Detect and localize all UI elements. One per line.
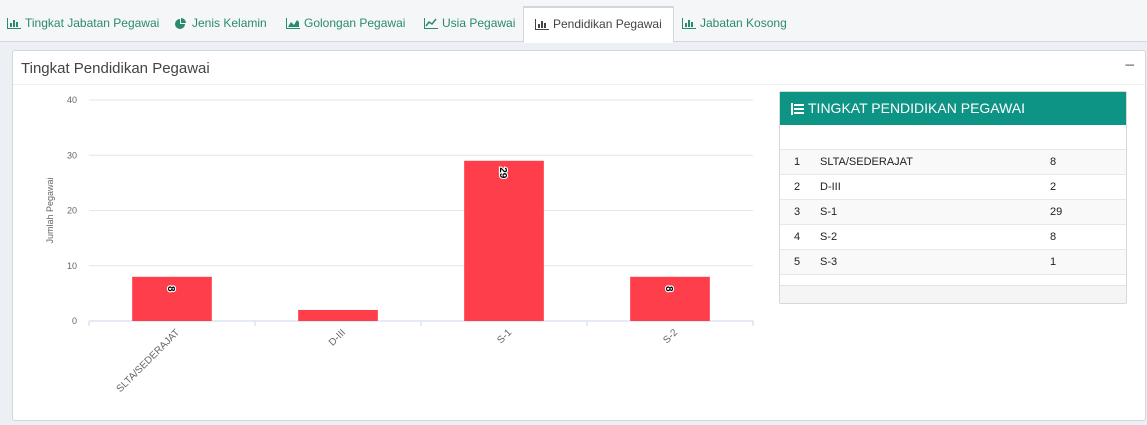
bar-chart-icon [7,18,21,30]
tab-pendidikan-pegawai[interactable]: Pendidikan Pegawai [523,6,674,43]
tab-tingkat-jabatan-pegawai[interactable]: Tingkat Jabatan Pegawai [7,7,159,40]
area-chart-icon [286,18,300,30]
tab-label: Golongan Pegawai [304,16,406,30]
table-footer [780,285,1126,303]
list-icon [791,103,804,116]
pie-chart-icon [175,18,186,30]
tab-usia-pegawai[interactable]: Usia Pegawai [424,7,515,40]
y-axis-label: Jumlah Pegawai [45,177,55,243]
panel-divider [13,84,1145,85]
table-cell-no: 1 [794,156,801,168]
table-header: TINGKAT PENDIDIKAN PEGAWAI [780,92,1126,125]
tab-jabatan-kosong[interactable]: Jabatan Kosong [682,7,787,40]
bar-chart-icon [682,18,696,30]
tab-label: Usia Pegawai [442,16,516,30]
table-row: 4 S-2 8 [780,224,1126,250]
table-cell-count: 29 [1050,206,1063,218]
y-tick-label: 20 [67,206,77,216]
y-tick-label: 10 [67,261,77,271]
table-cell-no: 2 [794,181,801,193]
x-tick-label: SLTA/SEDERAJAT [115,327,183,395]
table-cell-no: 5 [794,256,801,268]
data-label: 8 [165,286,176,292]
tab-label: Jenis Kelamin [192,16,267,30]
tab-label: Jabatan Kosong [700,16,787,30]
tab-bar: Tingkat Jabatan Pegawai Jenis Kelamin Go… [0,0,1147,43]
table-cell-count: 2 [1050,181,1057,193]
data-label: 29 [497,167,508,179]
data-label: 8 [663,286,674,292]
table-title: TINGKAT PENDIDIKAN PEGAWAI [808,100,1026,116]
tab-jenis-kelamin[interactable]: Jenis Kelamin [174,7,267,40]
bar [464,160,544,321]
x-tick-label: S-1 [495,327,514,346]
table-cell-no: 3 [794,206,801,218]
education-table-box: TINGKAT PENDIDIKAN PEGAWAI 1 SLTA/SEDERAJ… [779,91,1127,304]
bar [298,309,378,321]
y-tick-label: 0 [72,316,77,326]
bar [132,276,212,321]
table-row: 2 D-III 2 [780,174,1126,200]
table-cell-no: 4 [794,231,801,243]
x-tick-label: S-2 [661,327,680,346]
table-cell-name: S-3 [820,256,838,268]
tab-golongan-pegawai[interactable]: Golongan Pegawai [286,7,405,40]
table-row: 5 S-3 1 [780,249,1126,275]
table-cell-name: SLTA/SEDERAJAT [820,156,913,168]
table-cell-name: S-2 [820,231,838,243]
y-tick-label: 40 [67,95,77,105]
table-row: 3 S-1 29 [780,199,1126,225]
minimize-button[interactable]: − [1124,55,1135,75]
table-bottom-border [780,274,1126,275]
table-cell-count: 8 [1050,156,1057,168]
table-row: 1 SLTA/SEDERAJAT 8 [780,149,1126,175]
x-tick-label: D-III [327,327,348,348]
education-bar-chart: 0 10 20 30 40 Jumlah Pegawai 8 SLTA/SEDERAJAT D-… [45,95,754,395]
bar-chart-icon [535,19,549,31]
y-tick-label: 30 [67,150,77,160]
panel-title: Tingkat Pendidikan Pegawai [21,60,210,77]
table-cell-count: 8 [1050,231,1057,243]
table-cell-name: S-1 [820,206,838,218]
education-panel: Tingkat Pendidikan Pegawai − 0 10 20 30 40 Ju… [12,50,1146,421]
table-cell-count: 1 [1050,256,1057,268]
table-cell-name: D-III [820,181,841,193]
bar [630,276,710,321]
line-chart-icon [424,18,438,30]
tab-label: Pendidikan Pegawai [553,17,662,31]
tab-label: Tingkat Jabatan Pegawai [25,16,160,30]
